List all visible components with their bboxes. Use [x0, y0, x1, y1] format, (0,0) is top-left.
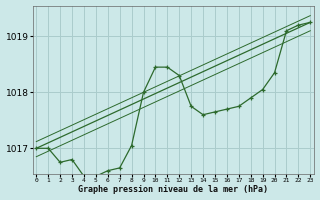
X-axis label: Graphe pression niveau de la mer (hPa): Graphe pression niveau de la mer (hPa) — [78, 185, 268, 194]
